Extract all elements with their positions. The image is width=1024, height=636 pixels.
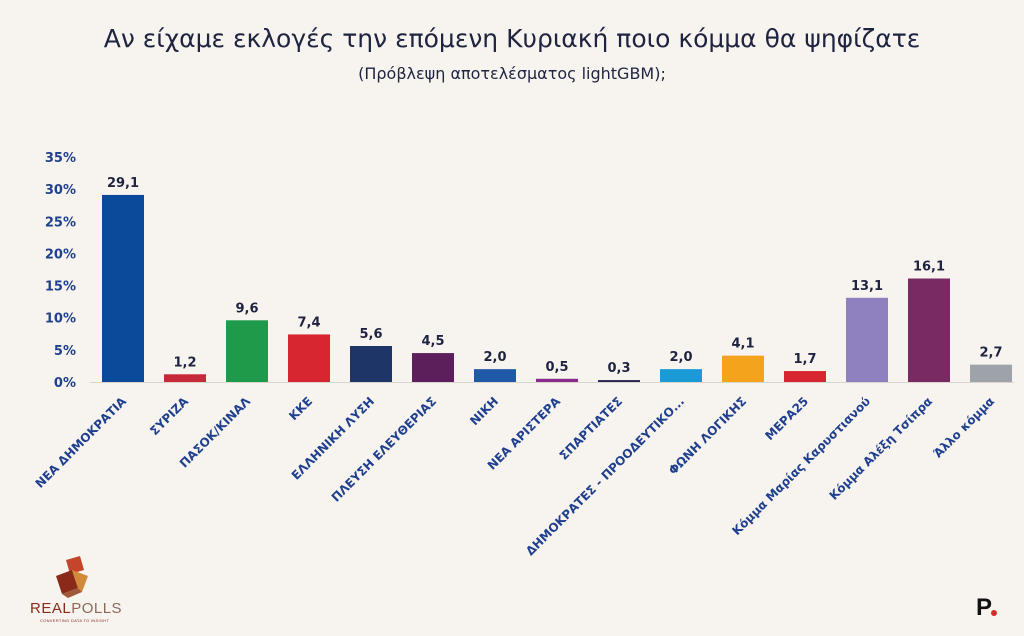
data-label: 2,7: [979, 346, 1002, 361]
x-tick-label: Άλλο κόμμα: [931, 394, 997, 460]
y-tick-label: 0%: [54, 376, 76, 391]
bar: [474, 369, 516, 382]
realpolls-logo-text: REALPOLLS: [30, 600, 123, 617]
bar: [288, 334, 330, 382]
x-tick-label: ΣΥΡΙΖΑ: [147, 394, 191, 438]
x-tick-label: ΝΙΚΗ: [467, 394, 501, 428]
publisher-mark: P: [976, 594, 993, 621]
data-label: 7,4: [297, 315, 320, 330]
data-label: 1,2: [173, 355, 196, 370]
data-label: 4,1: [731, 337, 754, 352]
y-tick-label: 15%: [45, 280, 76, 295]
bar: [846, 297, 888, 382]
y-tick-label: 10%: [45, 312, 76, 327]
chart-title: Αν είχαμε εκλογές την επόμενη Κυριακή πο…: [103, 24, 921, 53]
x-tick-label: Κόμμα Μαρίας Καρυστιανού: [729, 394, 873, 538]
data-label: 0,5: [545, 360, 568, 375]
bar: [536, 378, 578, 382]
x-tick-label: ΚΚΕ: [286, 394, 315, 423]
data-label: 9,6: [235, 301, 258, 316]
data-label: 16,1: [913, 260, 945, 275]
bar: [598, 380, 640, 382]
bar: [164, 374, 206, 382]
bar: [412, 353, 454, 382]
data-label: 2,0: [483, 350, 506, 365]
bar: [722, 355, 764, 382]
realpolls-tagline: CONVERTING DATA TO INSIGHT: [40, 618, 110, 623]
publisher-mark-dot: [991, 610, 997, 616]
x-tick-label: ΣΠΑΡΤΙΑΤΕΣ: [557, 394, 625, 462]
data-label: 2,0: [669, 350, 692, 365]
x-tick-label: ΝΕΑ ΔΗΜΟΚΡΑΤΙΑ: [33, 394, 130, 491]
bar: [102, 194, 144, 382]
y-tick-label: 25%: [45, 215, 76, 230]
chart-subtitle: (Πρόβλεψη αποτελέσματος lightGBM);: [358, 64, 666, 83]
bar: [226, 320, 268, 382]
y-tick-label: 5%: [54, 344, 76, 359]
data-label: 4,5: [421, 334, 444, 349]
y-tick-label: 35%: [45, 151, 76, 166]
bar: [350, 346, 392, 382]
bar: [970, 364, 1012, 382]
realpolls-cube-icon: [56, 556, 88, 598]
x-tick-label: Κόμμα Αλέξη Τσίπρα: [827, 394, 936, 503]
bar: [784, 371, 826, 382]
data-label: 5,6: [359, 327, 382, 342]
data-label: 1,7: [793, 352, 816, 367]
x-tick-label: ΠΛΕΥΣΗ ΕΛΕΥΘΕΡΙΑΣ: [329, 394, 439, 504]
y-tick-label: 30%: [45, 183, 76, 198]
data-label: 29,1: [107, 176, 139, 191]
bar: [660, 369, 702, 382]
x-tick-label: ΜΕΡΑ25: [762, 394, 811, 443]
y-tick-label: 20%: [45, 247, 76, 262]
data-label: 0,3: [607, 361, 630, 376]
data-label: 13,1: [851, 279, 883, 294]
bar: [908, 278, 950, 382]
